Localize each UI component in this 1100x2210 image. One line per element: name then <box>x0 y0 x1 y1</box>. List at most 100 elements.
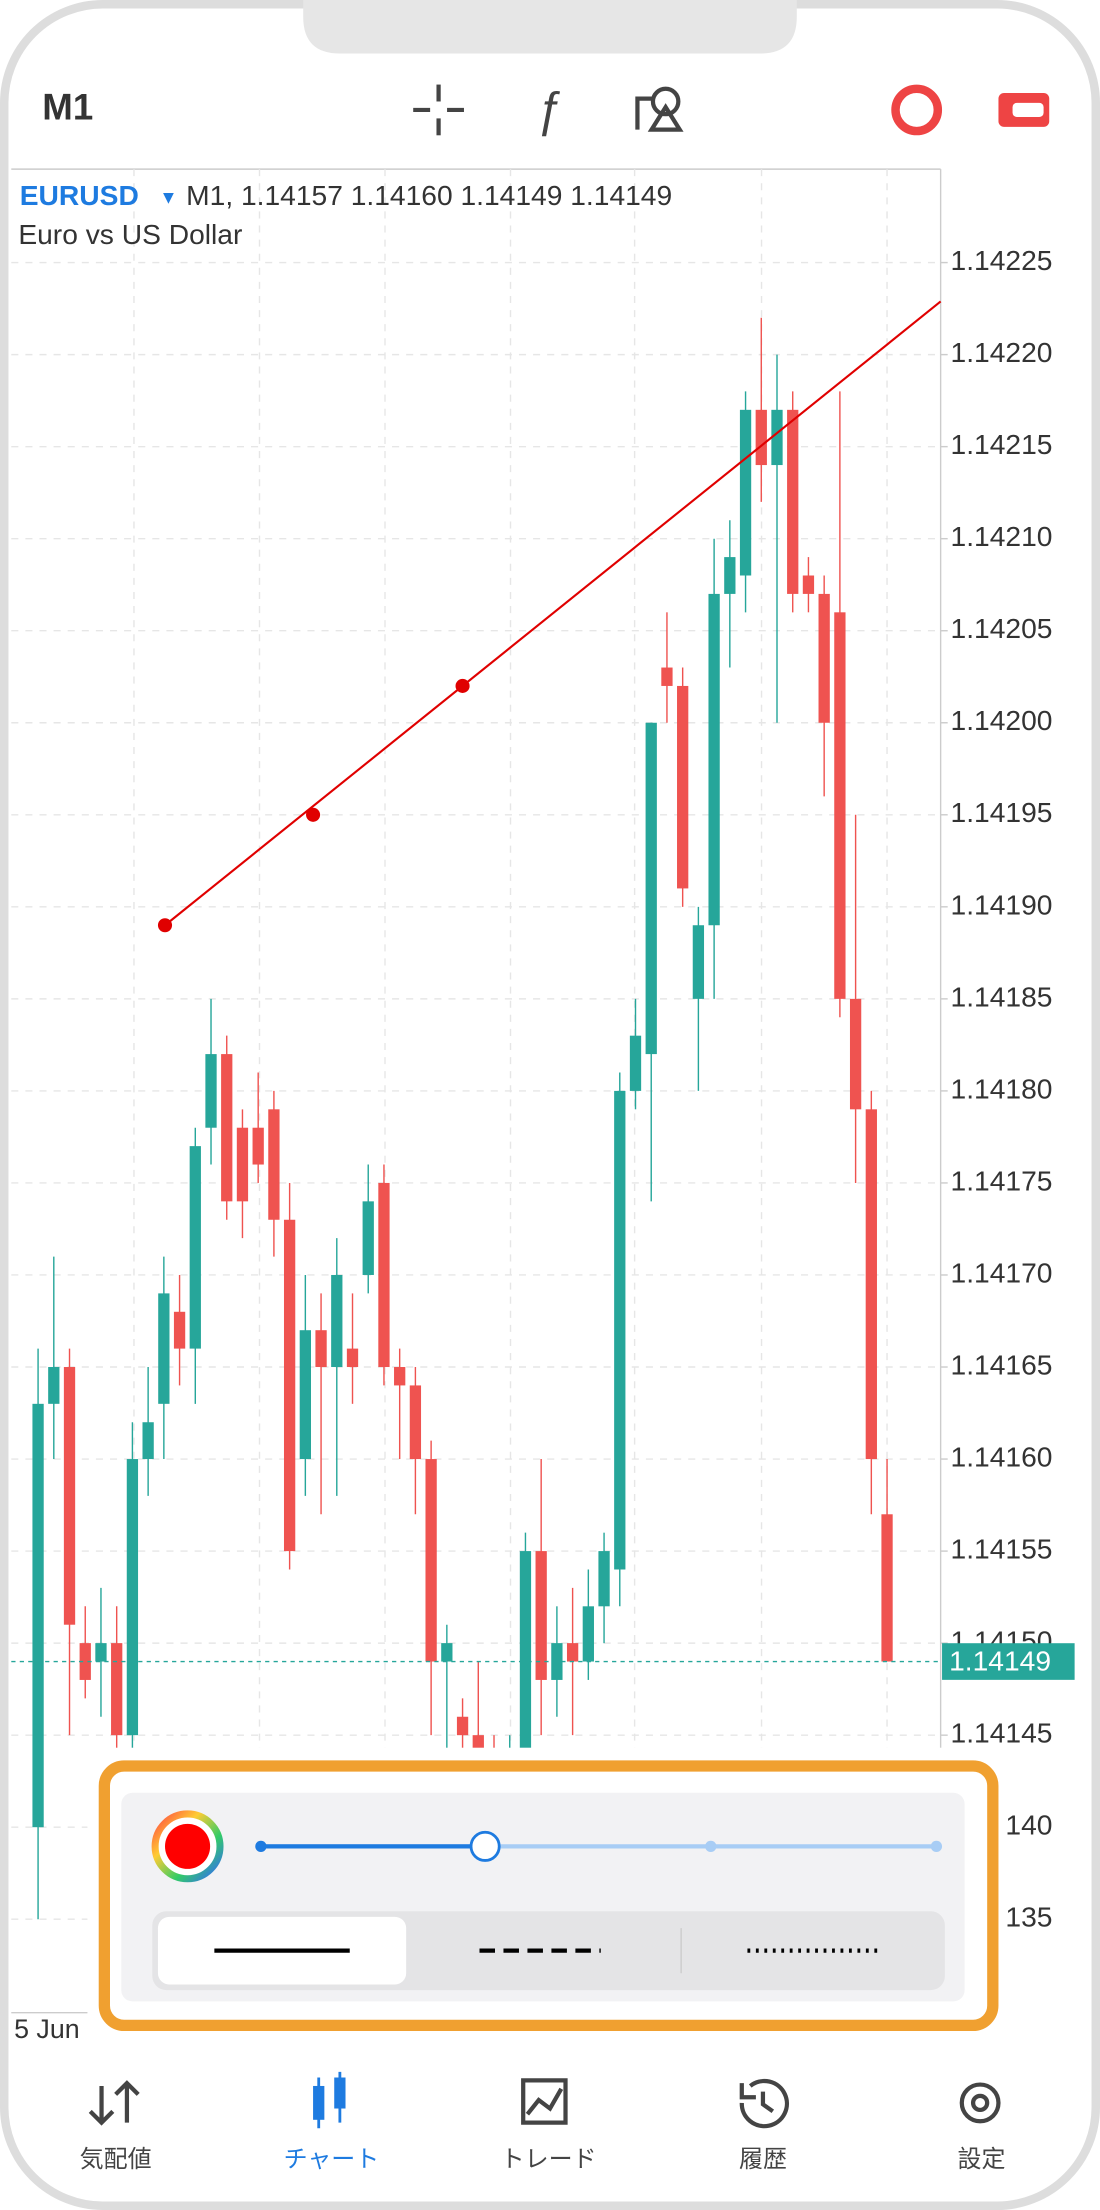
tab-label[interactable]: チャート <box>284 2146 380 2173</box>
indicator-button[interactable]: ƒ <box>535 83 562 136</box>
objects-button[interactable] <box>635 86 684 132</box>
tab-icon <box>313 2071 346 2129</box>
candle-body <box>205 1054 217 1128</box>
candle-body <box>881 1514 893 1662</box>
y-tick-label: 1.14195 <box>951 796 1053 828</box>
candles <box>32 317 893 1920</box>
candle-body <box>677 685 689 889</box>
y-tick-label: 1.14215 <box>951 428 1053 460</box>
tab-label[interactable]: トレード <box>501 2146 597 2173</box>
crosshair-button[interactable] <box>413 84 464 136</box>
color-swatch <box>165 1823 211 1869</box>
candle-body <box>834 612 846 999</box>
y-tick-label: 1.14220 <box>951 336 1053 368</box>
candle-body <box>692 925 705 999</box>
description: Euro vs US Dollar <box>18 218 242 250</box>
candle-body <box>629 1035 642 1091</box>
y-tick-label: 1.14170 <box>951 1256 1053 1288</box>
symbol[interactable]: EURUSD <box>20 179 139 211</box>
candle-body <box>787 409 799 594</box>
candle-body <box>32 1403 44 1828</box>
trendline-anchor[interactable] <box>157 918 173 933</box>
candle-body <box>425 1459 437 1662</box>
candle-body <box>331 1274 343 1368</box>
candle-body <box>63 1367 76 1625</box>
candle-body <box>394 1367 406 1386</box>
candle-body <box>142 1422 154 1460</box>
toolbar: ƒ <box>413 83 1050 136</box>
candle-body <box>252 1127 264 1165</box>
width-stop[interactable] <box>255 1840 267 1853</box>
candle-body <box>158 1293 170 1404</box>
tab-label[interactable]: 履歴 <box>739 2146 787 2173</box>
tab-icon <box>970 2093 990 2113</box>
clock-button[interactable] <box>891 84 943 136</box>
y-tick-label: 1.14225 <box>951 244 1053 276</box>
tab-label[interactable]: 設定 <box>958 2146 1006 2173</box>
trendline[interactable] <box>164 300 942 927</box>
last-price-badge <box>942 1643 1075 1680</box>
candle-body <box>566 1643 579 1662</box>
candle-body <box>236 1127 249 1202</box>
candle-body <box>708 593 720 926</box>
candle-body <box>173 1311 186 1349</box>
candle-body <box>849 998 862 1110</box>
candle-body <box>802 575 815 594</box>
line-style-panel <box>98 1760 999 2032</box>
timeframe[interactable]: M1 <box>42 87 93 128</box>
tab-label[interactable]: 気配値 <box>80 2146 152 2173</box>
candle-body <box>95 1643 107 1662</box>
width-stop[interactable] <box>705 1840 717 1853</box>
candle-body <box>268 1109 280 1220</box>
last-price-label: 1.14149 <box>949 1644 1051 1676</box>
candle-body <box>441 1643 453 1662</box>
candle-body <box>582 1606 594 1662</box>
candle-body <box>614 1090 626 1570</box>
candle-body <box>126 1459 139 1736</box>
y-tick-label: 1.14205 <box>951 612 1053 644</box>
candle-body <box>661 667 673 686</box>
y-tick-label: 1.14180 <box>951 1072 1053 1104</box>
candle-body <box>221 1054 233 1202</box>
tab-icon <box>739 2078 790 2129</box>
tab-icon <box>88 2080 140 2126</box>
candle-body <box>189 1146 201 1349</box>
y-tick-label: 1.14175 <box>951 1164 1053 1196</box>
tab-bar: 気配値 チャート トレード 履歴 設定 <box>80 2071 1006 2173</box>
trendline-anchor[interactable] <box>455 678 470 693</box>
trendline-anchor[interactable] <box>306 807 321 822</box>
width-knob[interactable] <box>469 1830 501 1862</box>
width-stop[interactable] <box>930 1840 943 1853</box>
tab-icon <box>521 2078 568 2125</box>
candle-body <box>535 1551 547 1680</box>
y-tick-label: 1.14160 <box>951 1441 1053 1473</box>
candle-body <box>724 557 736 594</box>
y-tick-label: 1.14165 <box>951 1348 1053 1380</box>
tab-icon <box>959 2082 1001 2124</box>
candle-body <box>771 409 783 466</box>
candle-body <box>456 1716 469 1736</box>
candle-body <box>409 1385 422 1460</box>
y-tick-label: 1.14185 <box>951 980 1053 1012</box>
candle-body <box>79 1643 91 1680</box>
y-tick-label: 1.14190 <box>951 888 1053 920</box>
candle-body <box>645 722 657 1055</box>
candle-body <box>346 1348 359 1368</box>
y-tick-label: 1.14145 <box>951 1717 1053 1749</box>
notch <box>303 0 797 54</box>
candle-body <box>362 1201 374 1275</box>
symbol-arrow[interactable]: ▼ <box>159 187 177 208</box>
candle-body <box>739 409 752 576</box>
candle-body <box>598 1551 610 1607</box>
candle-body <box>865 1109 877 1460</box>
y-tick-label: 1.14200 <box>951 704 1053 736</box>
candle-body <box>48 1367 60 1404</box>
candle-body <box>315 1330 327 1368</box>
candle-body <box>472 1735 484 1754</box>
y-tick-label: 1.14210 <box>951 520 1053 552</box>
overlay: 1.14149 <box>11 300 1075 1680</box>
x-tick-label: 5 Jun <box>14 2014 80 2044</box>
trade-button-inner <box>1012 102 1044 117</box>
candle-body <box>283 1219 296 1552</box>
